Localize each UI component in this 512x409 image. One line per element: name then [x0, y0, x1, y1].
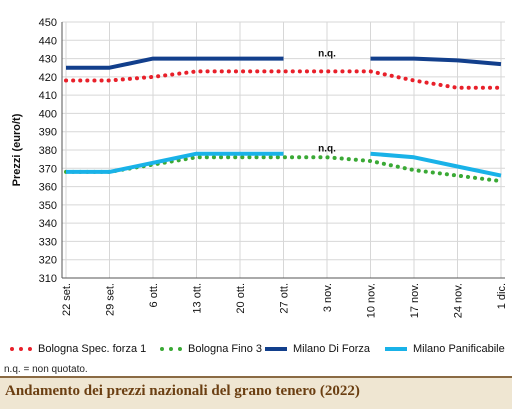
- line-chart: 310 320 330 340 350 360 370 380 390 400 410 420 430 4…: [11, 17, 508, 318]
- annotations: n.q. n.q.: [318, 49, 336, 155]
- footer-banner: Andamento dei prezzi nazionali del grano…: [0, 376, 512, 409]
- y-tick-label: 400: [39, 108, 57, 120]
- nq-label: n.q.: [318, 49, 336, 60]
- series-line: [66, 56, 284, 70]
- legend-item: Bologna Spec. forza 1: [10, 340, 146, 358]
- x-tick-label: 10 nov.: [366, 283, 378, 318]
- y-tick-label: 380: [39, 145, 57, 157]
- x-tick-label: 20 ott.: [235, 283, 247, 314]
- x-tick-label: 24 nov.: [453, 283, 465, 318]
- legend-item: Milano Di Forza: [265, 340, 370, 358]
- series-layer: [64, 56, 503, 184]
- y-tick-label: 310: [39, 273, 57, 285]
- y-tick-label: 360: [39, 182, 57, 194]
- y-tick-label: 390: [39, 127, 57, 139]
- legend-swatch: [385, 347, 407, 351]
- series-line: [66, 151, 284, 174]
- axes: 310 320 330 340 350 360 370 380 390 400 410 420 430 4…: [11, 17, 508, 318]
- legend: Bologna Spec. forza 1 Bologna Fino 3 Milan…: [0, 340, 512, 358]
- y-tick-label: 350: [39, 200, 57, 212]
- legend-label: Bologna Fino 3: [188, 343, 262, 355]
- y-tick-label: 340: [39, 218, 57, 230]
- series-line: [370, 56, 502, 67]
- x-tick-label: 13 ott.: [192, 283, 204, 314]
- x-tick-label: 22 set.: [61, 283, 73, 316]
- y-tick-label: 330: [39, 236, 57, 248]
- legend-item: Bologna Fino 3: [160, 340, 262, 358]
- y-tick-label: 410: [39, 90, 57, 102]
- series-line: [64, 69, 503, 90]
- y-tick-label: 430: [39, 54, 57, 66]
- legend-swatch: [10, 347, 32, 351]
- x-tick-label: 29 set.: [105, 283, 117, 316]
- legend-label: Milano Panificabile: [413, 343, 505, 355]
- footnote: n.q. = non quotato.: [4, 364, 88, 375]
- y-tick-label: 370: [39, 163, 57, 175]
- series-line: [370, 151, 502, 178]
- chart-title: Andamento dei prezzi nazionali del grano…: [5, 383, 360, 399]
- x-tick-label: 17 nov.: [409, 283, 421, 318]
- x-tick-label: 1 dic.: [496, 283, 508, 309]
- x-tick-label: 3 nov.: [322, 283, 334, 312]
- y-axis-label: Prezzi (euro/t): [11, 113, 23, 186]
- y-tick-label: 450: [39, 17, 57, 29]
- x-tick-label: 6 ott.: [148, 283, 160, 307]
- nq-label: n.q.: [318, 144, 336, 155]
- y-tick-label: 440: [39, 35, 57, 47]
- y-tick-label: 320: [39, 255, 57, 267]
- legend-swatch: [265, 347, 287, 351]
- x-tick-label: 27 ott.: [279, 283, 291, 314]
- legend-label: Bologna Spec. forza 1: [38, 343, 147, 355]
- legend-item: Milano Panificabile: [385, 340, 505, 358]
- y-tick-label: 420: [39, 72, 57, 84]
- legend-swatch: [160, 347, 182, 351]
- legend-label: Milano Di Forza: [293, 343, 371, 355]
